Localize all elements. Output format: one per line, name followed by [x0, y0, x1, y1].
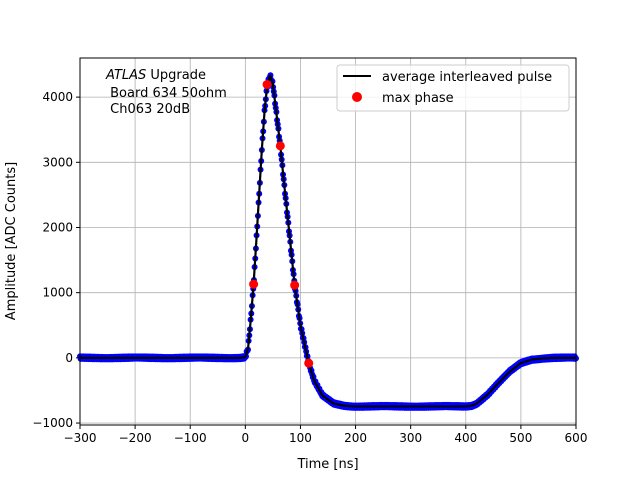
axes-frame: [79, 57, 577, 426]
legend-box: [336, 64, 570, 112]
annotation-board: Board 634 50ohm: [106, 86, 227, 101]
y-tick-label: 3000: [42, 155, 73, 169]
max-phase-point: [262, 79, 272, 89]
annotation-channel: Ch063 20dB: [106, 102, 190, 117]
max-phase-point: [290, 280, 300, 290]
legend-dot-marker: [352, 92, 362, 102]
legend-label-max-phase: max phase: [382, 91, 454, 106]
max-phase-point: [249, 279, 259, 289]
max-phase-point: [275, 141, 285, 151]
annotation-atlas: ATLAS: [105, 68, 146, 83]
y-tick-label: 1000: [42, 286, 73, 300]
y-tick-label: 0: [65, 351, 73, 365]
x-tick-label: −300: [64, 431, 97, 445]
x-tick-label: −100: [174, 431, 207, 445]
y-axis-label: Amplitude [ADC Counts]: [4, 162, 19, 320]
max-phase-point: [304, 358, 314, 368]
x-tick-label: 600: [565, 431, 588, 445]
legend-label-average: average interleaved pulse: [382, 70, 552, 85]
annotation-upgrade: Upgrade: [146, 68, 206, 83]
x-tick-label: −200: [119, 431, 152, 445]
y-tick-label: 4000: [42, 90, 73, 104]
y-axis-ticks: −1000 0 1000 2000 3000 4000: [32, 90, 80, 430]
x-tick-label: 400: [454, 431, 477, 445]
sample-points: [77, 72, 579, 411]
average-pulse-line: [79, 74, 577, 408]
x-tick-label: 0: [242, 431, 250, 445]
annotation: ATLAS Upgrade Board 634 50ohm Ch063 20dB: [105, 68, 227, 117]
x-axis-label: Time [ns]: [296, 457, 358, 472]
x-tick-label: 200: [344, 431, 367, 445]
y-tick-label: −1000: [32, 416, 73, 430]
x-tick-label: 300: [399, 431, 422, 445]
plot-area: [77, 72, 579, 411]
x-axis-ticks: −300 −200 −100 0 100 200 300 400 500 600: [64, 425, 588, 445]
x-tick-label: 100: [289, 431, 312, 445]
legend: average interleaved pulse max phase: [336, 64, 570, 112]
y-tick-label: 2000: [42, 220, 73, 234]
x-tick-label: 500: [509, 431, 532, 445]
svg-text:ATLAS Upgrade: ATLAS Upgrade: [105, 68, 206, 83]
